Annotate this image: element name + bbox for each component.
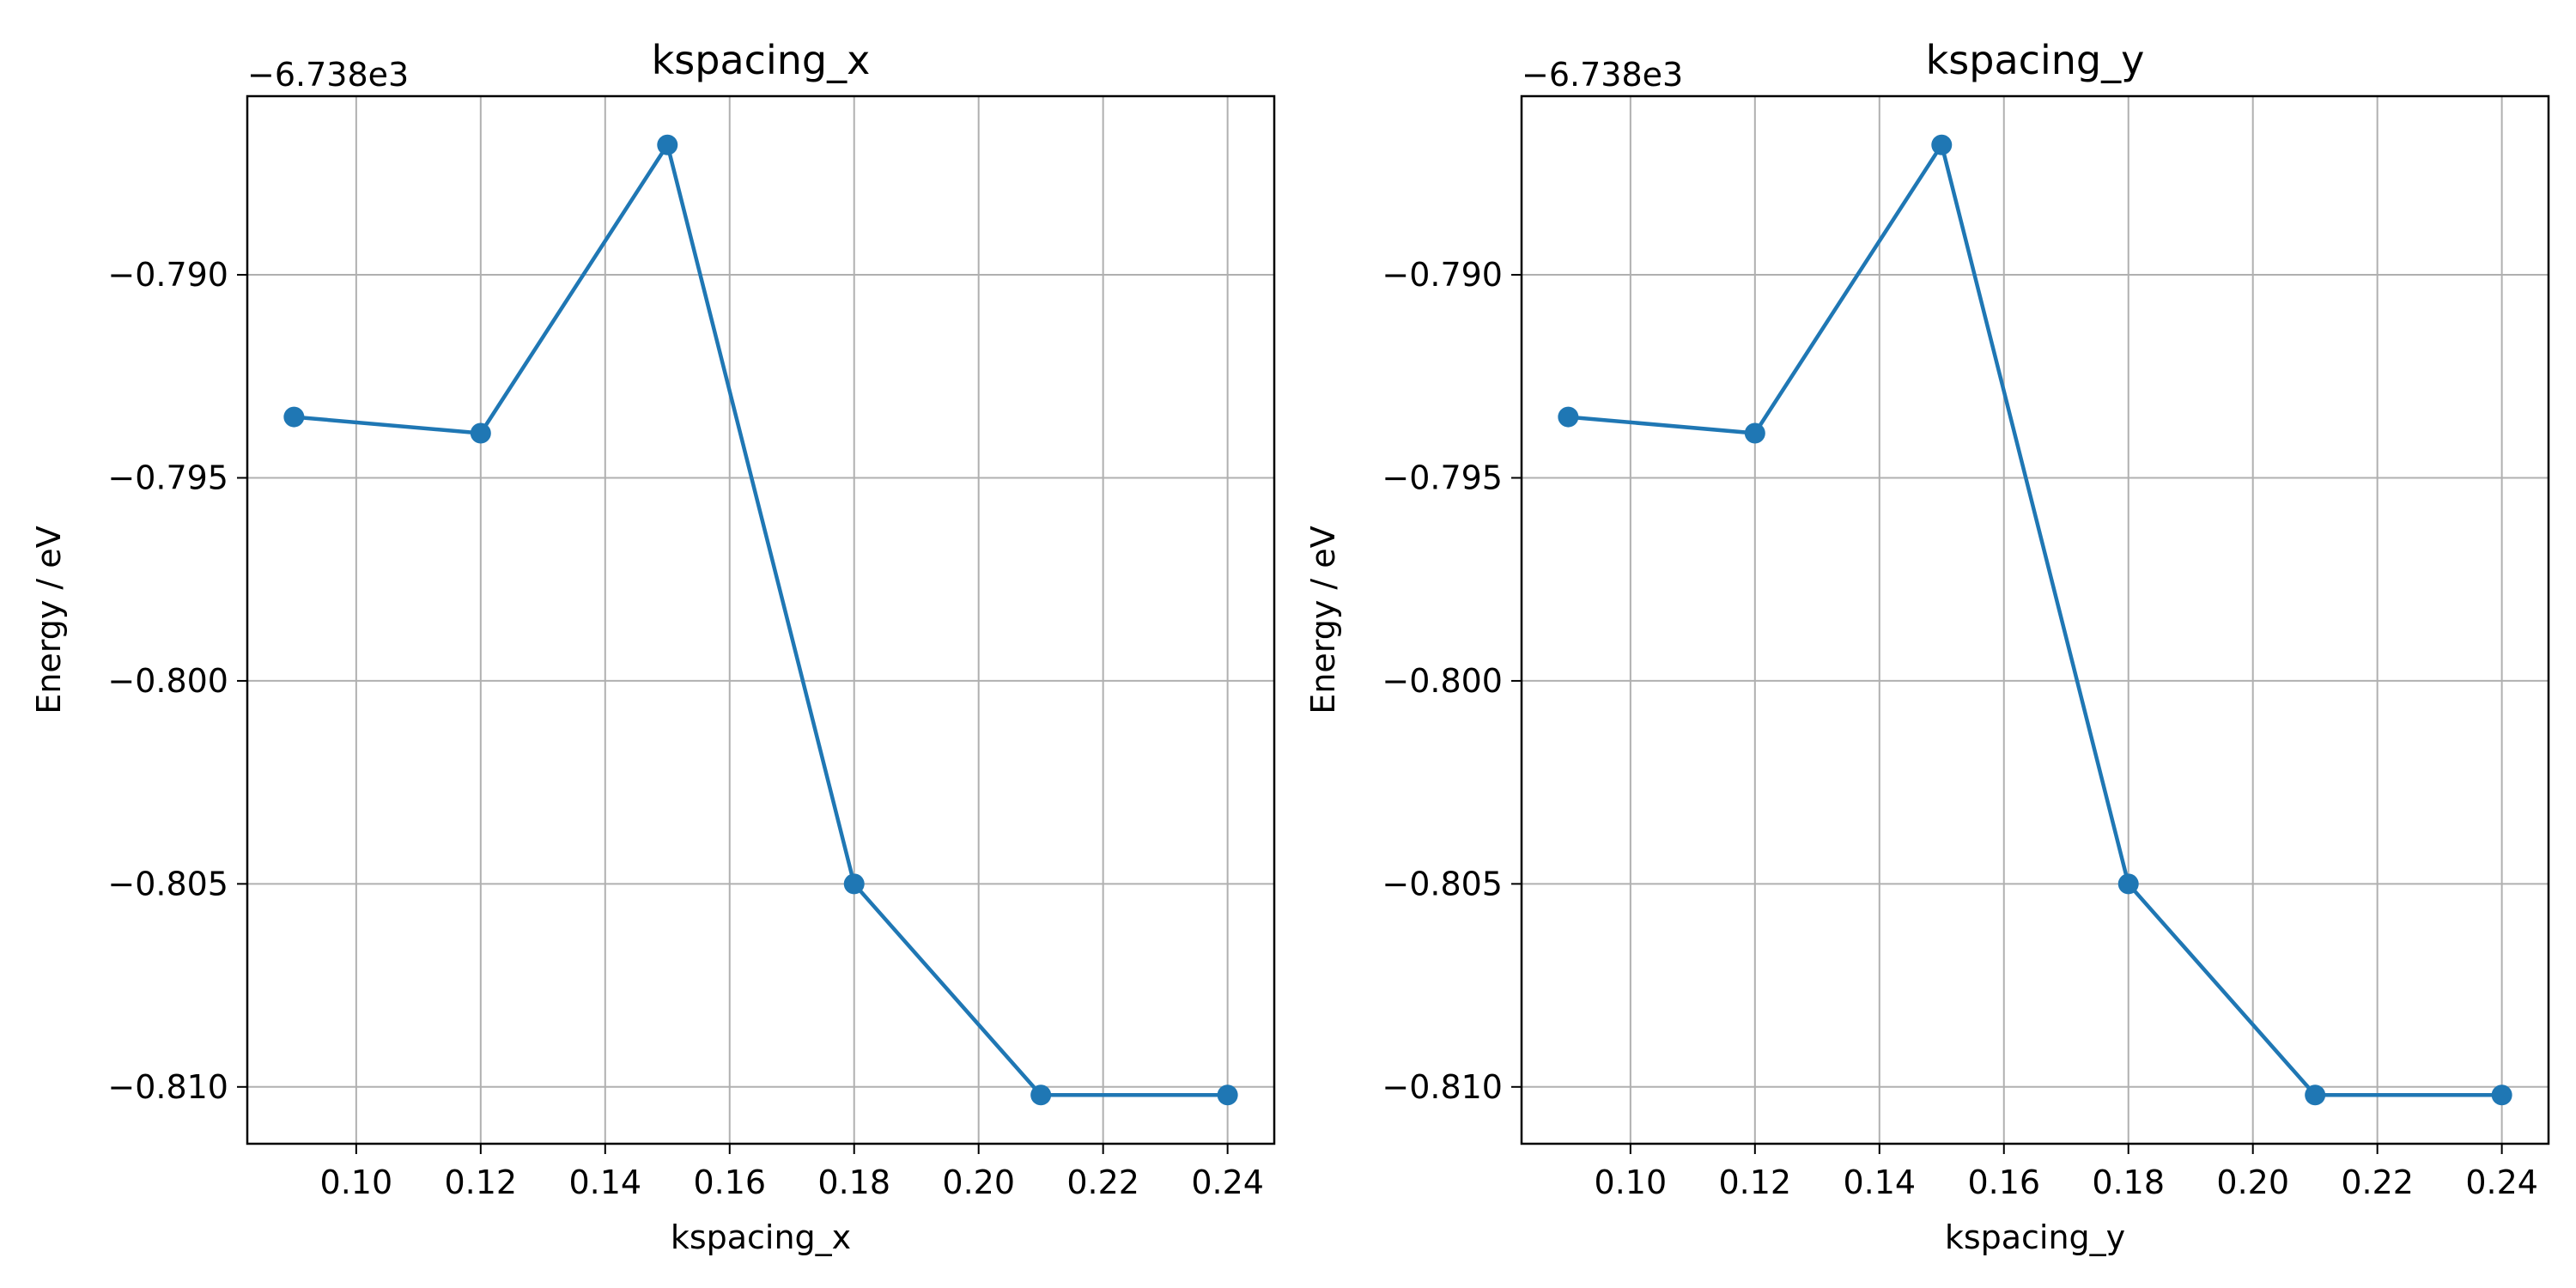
chart-panel-kspacing_y: 0.10 0.12 0.14 0.16 0.18 0.20 0.22 0.24 −0.790 −0… [1304, 37, 2550, 1256]
series-line [1568, 143, 2502, 1097]
y-tick-label: −0.795 [107, 459, 228, 496]
x-tick-label: 0.20 [942, 1163, 1015, 1201]
x-tick-label: 0.10 [1595, 1163, 1668, 1201]
y-axis-label: Energy / eV [30, 526, 68, 714]
y-offset-text: −6.738e3 [247, 56, 409, 94]
chart-title: kspacing_x [652, 37, 871, 83]
x-tick-label: 0.14 [1843, 1163, 1916, 1201]
y-tick-label: −0.790 [1382, 256, 1503, 294]
x-tick-label: 0.14 [568, 1163, 641, 1201]
series-line [294, 143, 1228, 1097]
axes-frame [1520, 94, 2550, 1145]
x-tick-label: 0.24 [2465, 1163, 2538, 1201]
data-point [1217, 1084, 1238, 1106]
data-point [1744, 422, 1765, 444]
axes-frame [246, 94, 1276, 1145]
data-point [2117, 873, 2139, 895]
y-tick-label: −0.795 [1382, 459, 1503, 496]
chart-panel-kspacing_x: 0.10 0.12 0.14 0.16 0.18 0.20 0.22 0.24 −0.790 −0… [30, 37, 1276, 1256]
y-tick-label: −0.810 [1382, 1068, 1503, 1106]
x-tick-label: 0.22 [2341, 1163, 2414, 1201]
x-tick-label: 0.24 [1191, 1163, 1264, 1201]
data-point [1030, 1084, 1052, 1106]
x-tick-label: 0.16 [693, 1163, 766, 1201]
y-axis-label: Energy / eV [1304, 526, 1342, 714]
x-tick-label: 0.10 [320, 1163, 393, 1201]
x-axis-label: kspacing_x [671, 1218, 851, 1256]
x-tick-label: 0.16 [1967, 1163, 2040, 1201]
x-axis-label: kspacing_y [1945, 1218, 2125, 1256]
data-point [1558, 406, 1579, 428]
data-point [470, 422, 491, 444]
x-tick-label: 0.12 [445, 1163, 518, 1201]
data-point [2305, 1084, 2326, 1106]
x-tick-label: 0.12 [1719, 1163, 1792, 1201]
y-offset-text: −6.738e3 [1522, 56, 1683, 94]
chart-title: kspacing_y [1926, 37, 2145, 83]
y-tick-label: −0.805 [107, 865, 228, 902]
x-tick-label: 0.18 [2092, 1163, 2165, 1201]
data-point [843, 873, 865, 895]
x-tick-label: 0.20 [2216, 1163, 2289, 1201]
y-tick-label: −0.800 [1382, 662, 1503, 700]
data-point [1931, 134, 1953, 155]
data-point [283, 406, 305, 428]
data-point [2491, 1084, 2512, 1106]
y-tick-label: −0.810 [107, 1068, 228, 1106]
y-tick-label: −0.805 [1382, 865, 1503, 902]
data-point [657, 134, 678, 155]
y-tick-label: −0.800 [107, 662, 228, 700]
y-tick-label: −0.790 [107, 256, 228, 294]
x-tick-label: 0.18 [817, 1163, 890, 1201]
x-tick-label: 0.22 [1066, 1163, 1139, 1201]
